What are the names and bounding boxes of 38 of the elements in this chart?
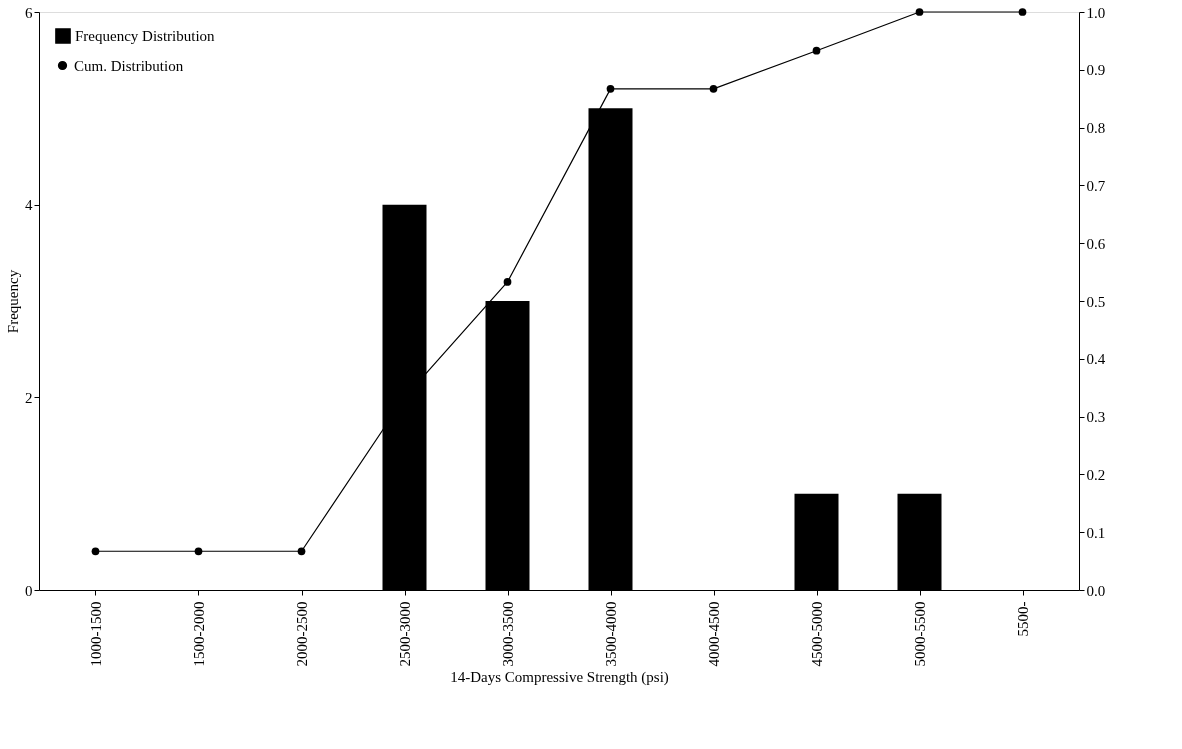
- y2-tick-label: 1.0: [1086, 4, 1106, 21]
- y2-tick-label: 0.2: [1086, 466, 1106, 483]
- y2-tick-label: 0.3: [1086, 409, 1106, 426]
- y-tick-label: 4: [25, 197, 33, 214]
- x-axis-title: 14-Days Compressive Strength (psi): [450, 669, 669, 687]
- y2-tick-label: 0.5: [1086, 293, 1106, 310]
- y2-tick-label: 0.6: [1086, 235, 1106, 252]
- x-tick-label: 1500-2000: [191, 601, 207, 667]
- x-tick-label: 3000-3500: [500, 601, 516, 667]
- x-tick-label: 2000-2500: [294, 601, 310, 667]
- y-axis-title: Frequency: [5, 269, 21, 334]
- legend-label: Cum. Distribution: [74, 57, 184, 74]
- point: [194, 547, 203, 556]
- point: [709, 85, 718, 93]
- point: [606, 85, 615, 93]
- point: [1018, 8, 1027, 16]
- point: [297, 547, 306, 556]
- y-tick-label: 0: [25, 582, 33, 599]
- x-tick-label: 5000-5500: [912, 601, 928, 667]
- point: [915, 8, 924, 16]
- point: [812, 46, 821, 55]
- y2-tick-label: 0.0: [1086, 582, 1106, 599]
- y2-tick-label: 0.4: [1086, 351, 1106, 368]
- x-tick-label: 2500-3000: [397, 601, 413, 667]
- x-tick-label: 1000-1500: [88, 601, 104, 667]
- point: [91, 547, 100, 556]
- legend-label: Frequency Distribution: [75, 28, 216, 44]
- x-tick-label: 4500-5000: [809, 601, 825, 667]
- y2-tick-label: 0.1: [1086, 524, 1106, 541]
- x-tick-label: 3500-4000: [603, 601, 619, 667]
- y2-tick-label: 0.9: [1086, 62, 1106, 79]
- y-tick-label: 6: [25, 4, 33, 21]
- point: [503, 278, 512, 286]
- x-tick-label: 5500-: [1015, 601, 1031, 637]
- y-tick-label: 2: [25, 389, 33, 406]
- y2-tick-label: 0.8: [1086, 120, 1106, 137]
- x-tick-label: 4000-4500: [706, 601, 722, 667]
- y2-tick-label: 0.7: [1086, 177, 1106, 194]
